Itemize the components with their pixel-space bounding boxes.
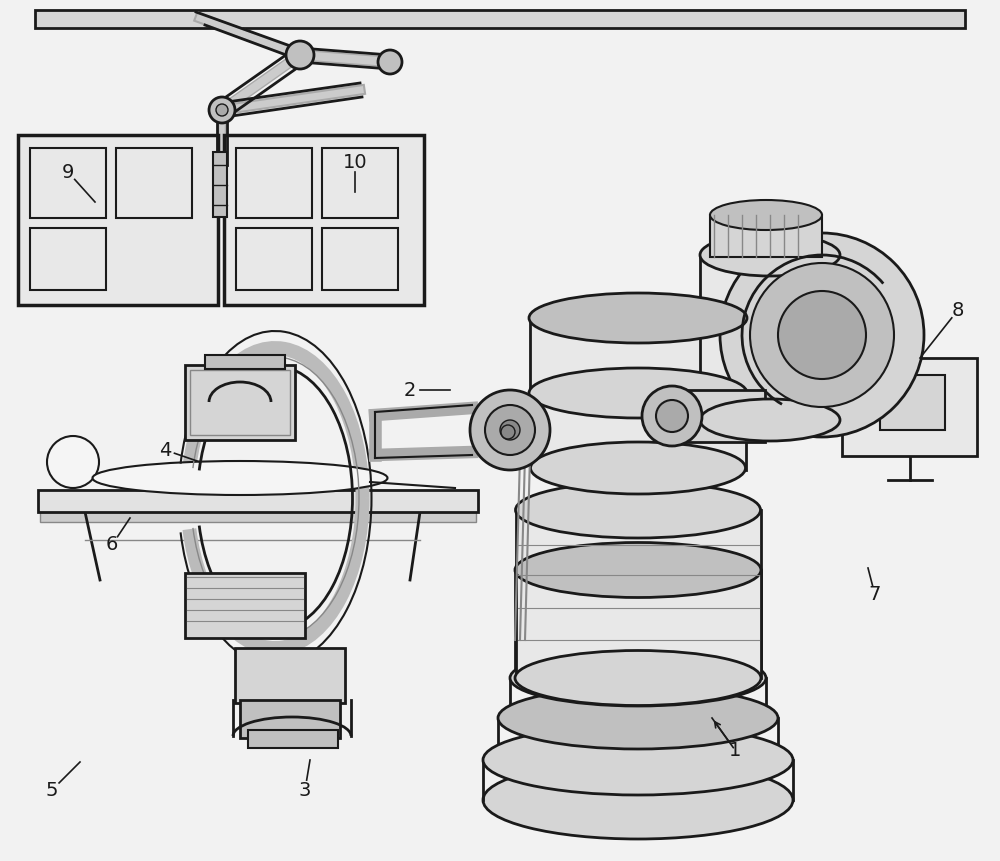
Bar bbox=[880, 375, 945, 430]
Bar bbox=[530, 390, 746, 470]
Bar bbox=[516, 510, 761, 678]
Bar bbox=[710, 215, 822, 257]
Bar bbox=[236, 148, 312, 218]
Text: 3: 3 bbox=[299, 781, 311, 800]
Bar bbox=[116, 148, 192, 218]
Ellipse shape bbox=[530, 442, 746, 494]
Text: 7: 7 bbox=[869, 585, 881, 604]
Circle shape bbox=[485, 405, 535, 455]
Bar bbox=[38, 490, 478, 512]
Bar bbox=[30, 148, 106, 218]
Circle shape bbox=[778, 291, 866, 379]
Circle shape bbox=[286, 41, 314, 69]
Circle shape bbox=[209, 97, 235, 123]
Circle shape bbox=[500, 420, 520, 440]
Bar bbox=[190, 370, 290, 435]
Bar bbox=[205, 355, 285, 369]
Ellipse shape bbox=[530, 365, 746, 415]
Bar bbox=[530, 318, 748, 393]
Bar bbox=[213, 152, 227, 217]
Text: 4: 4 bbox=[159, 441, 171, 460]
Bar bbox=[30, 228, 106, 290]
Ellipse shape bbox=[498, 687, 778, 749]
Bar bbox=[322, 228, 398, 290]
Circle shape bbox=[47, 436, 99, 488]
Text: 8: 8 bbox=[952, 300, 964, 319]
Ellipse shape bbox=[515, 651, 761, 705]
Bar bbox=[240, 700, 340, 738]
Bar bbox=[40, 512, 476, 522]
Text: 10: 10 bbox=[343, 152, 367, 171]
Ellipse shape bbox=[700, 234, 840, 276]
Circle shape bbox=[216, 104, 228, 116]
Circle shape bbox=[470, 390, 550, 470]
Ellipse shape bbox=[483, 761, 793, 839]
Bar bbox=[842, 358, 977, 456]
Ellipse shape bbox=[516, 482, 761, 538]
Bar bbox=[185, 365, 295, 440]
Bar bbox=[185, 573, 305, 638]
Bar bbox=[18, 135, 218, 305]
Ellipse shape bbox=[529, 293, 747, 343]
Circle shape bbox=[720, 233, 924, 437]
Text: 6: 6 bbox=[106, 536, 118, 554]
Bar bbox=[235, 648, 345, 703]
Bar bbox=[700, 255, 840, 420]
Circle shape bbox=[656, 400, 688, 432]
Circle shape bbox=[501, 425, 515, 439]
Ellipse shape bbox=[510, 650, 766, 706]
Ellipse shape bbox=[483, 725, 793, 795]
Ellipse shape bbox=[92, 461, 388, 495]
Text: 5: 5 bbox=[46, 781, 58, 800]
Text: 9: 9 bbox=[62, 163, 74, 182]
Text: 1: 1 bbox=[729, 740, 741, 759]
Bar bbox=[236, 228, 312, 290]
Ellipse shape bbox=[515, 542, 761, 598]
Circle shape bbox=[378, 50, 402, 74]
Bar bbox=[322, 148, 398, 218]
Bar bbox=[35, 10, 965, 28]
Bar bbox=[248, 730, 338, 748]
Text: 2: 2 bbox=[404, 381, 416, 400]
Ellipse shape bbox=[529, 368, 747, 418]
Bar bbox=[670, 390, 765, 442]
Circle shape bbox=[642, 386, 702, 446]
Bar bbox=[224, 135, 424, 305]
Ellipse shape bbox=[700, 399, 840, 441]
Ellipse shape bbox=[710, 200, 822, 230]
Circle shape bbox=[750, 263, 894, 407]
